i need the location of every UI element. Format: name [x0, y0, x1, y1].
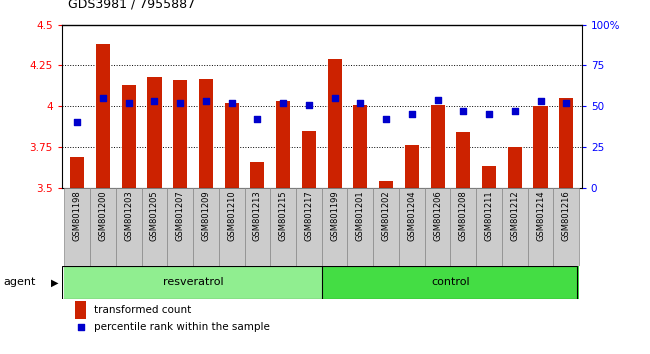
Bar	[405, 145, 419, 188]
Text: GSM801203: GSM801203	[124, 190, 133, 241]
Bar	[502, 188, 528, 266]
Bar	[64, 266, 322, 299]
Text: GSM801206: GSM801206	[433, 190, 442, 241]
Bar	[142, 188, 167, 266]
Bar	[244, 188, 270, 266]
Text: GSM801210: GSM801210	[227, 190, 236, 241]
Text: GSM801202: GSM801202	[382, 190, 391, 241]
Text: GSM801204: GSM801204	[408, 190, 417, 241]
Point	[129, 251, 140, 257]
Bar	[96, 44, 110, 188]
Point	[355, 100, 365, 106]
Point	[381, 116, 391, 122]
Bar	[553, 188, 579, 266]
Text: GSM801216: GSM801216	[562, 190, 571, 241]
Text: GSM801205: GSM801205	[150, 190, 159, 241]
Bar	[528, 188, 553, 266]
Bar	[167, 188, 193, 266]
Text: resveratrol: resveratrol	[162, 277, 224, 287]
Text: GSM801209: GSM801209	[202, 190, 211, 241]
Bar	[70, 157, 84, 188]
Bar	[224, 103, 239, 188]
Bar	[430, 104, 445, 188]
Bar	[456, 132, 471, 188]
Point	[226, 100, 237, 106]
Bar	[354, 104, 367, 188]
Text: GSM801201: GSM801201	[356, 190, 365, 241]
Bar	[219, 188, 244, 266]
Text: GSM801214: GSM801214	[536, 190, 545, 241]
Point	[484, 112, 494, 117]
Text: GSM801212: GSM801212	[510, 190, 519, 241]
Text: GSM801200: GSM801200	[98, 190, 107, 241]
Bar	[270, 188, 296, 266]
Bar	[173, 80, 187, 188]
Bar	[399, 188, 424, 266]
Text: GSM801213: GSM801213	[253, 190, 262, 241]
Bar	[148, 77, 161, 188]
Bar	[559, 98, 573, 188]
Bar	[302, 131, 316, 188]
Point	[124, 100, 134, 106]
Text: GSM801207: GSM801207	[176, 190, 185, 241]
Point	[432, 97, 443, 103]
Text: GSM801198: GSM801198	[73, 190, 82, 241]
Bar	[193, 188, 219, 266]
Bar	[199, 79, 213, 188]
Text: control: control	[431, 277, 470, 287]
Point	[150, 98, 160, 104]
Point	[330, 95, 340, 101]
Point	[278, 100, 289, 106]
Text: GSM801215: GSM801215	[279, 190, 288, 241]
Text: agent: agent	[3, 277, 36, 287]
Point	[201, 98, 211, 104]
Point	[175, 100, 185, 106]
Bar	[424, 188, 450, 266]
Text: GSM801208: GSM801208	[459, 190, 468, 241]
Point	[536, 98, 546, 104]
Text: percentile rank within the sample: percentile rank within the sample	[94, 322, 270, 332]
Bar	[450, 188, 476, 266]
Point	[458, 108, 469, 114]
Bar	[373, 188, 399, 266]
Text: GSM801211: GSM801211	[485, 190, 493, 241]
Text: transformed count: transformed count	[94, 305, 192, 315]
Bar	[64, 188, 90, 266]
Bar	[476, 188, 502, 266]
Text: GDS3981 / 7955887: GDS3981 / 7955887	[68, 0, 196, 11]
Bar	[322, 188, 348, 266]
Bar	[508, 147, 522, 188]
Bar	[328, 59, 342, 188]
Bar	[276, 101, 290, 188]
Text: GSM801217: GSM801217	[304, 190, 313, 241]
Point	[407, 112, 417, 117]
Bar	[90, 188, 116, 266]
Point	[72, 120, 83, 125]
Point	[561, 100, 571, 106]
Point	[98, 95, 108, 101]
Point	[510, 108, 520, 114]
Bar	[122, 85, 136, 188]
Bar	[379, 181, 393, 188]
Bar	[348, 188, 373, 266]
Bar	[322, 266, 579, 299]
Point	[252, 116, 263, 122]
Bar	[534, 106, 548, 188]
Text: GSM801199: GSM801199	[330, 190, 339, 241]
Bar	[482, 166, 496, 188]
Bar	[250, 161, 265, 188]
Point	[304, 102, 314, 107]
Bar	[116, 188, 142, 266]
Text: ▶: ▶	[51, 277, 58, 287]
Bar	[296, 188, 322, 266]
